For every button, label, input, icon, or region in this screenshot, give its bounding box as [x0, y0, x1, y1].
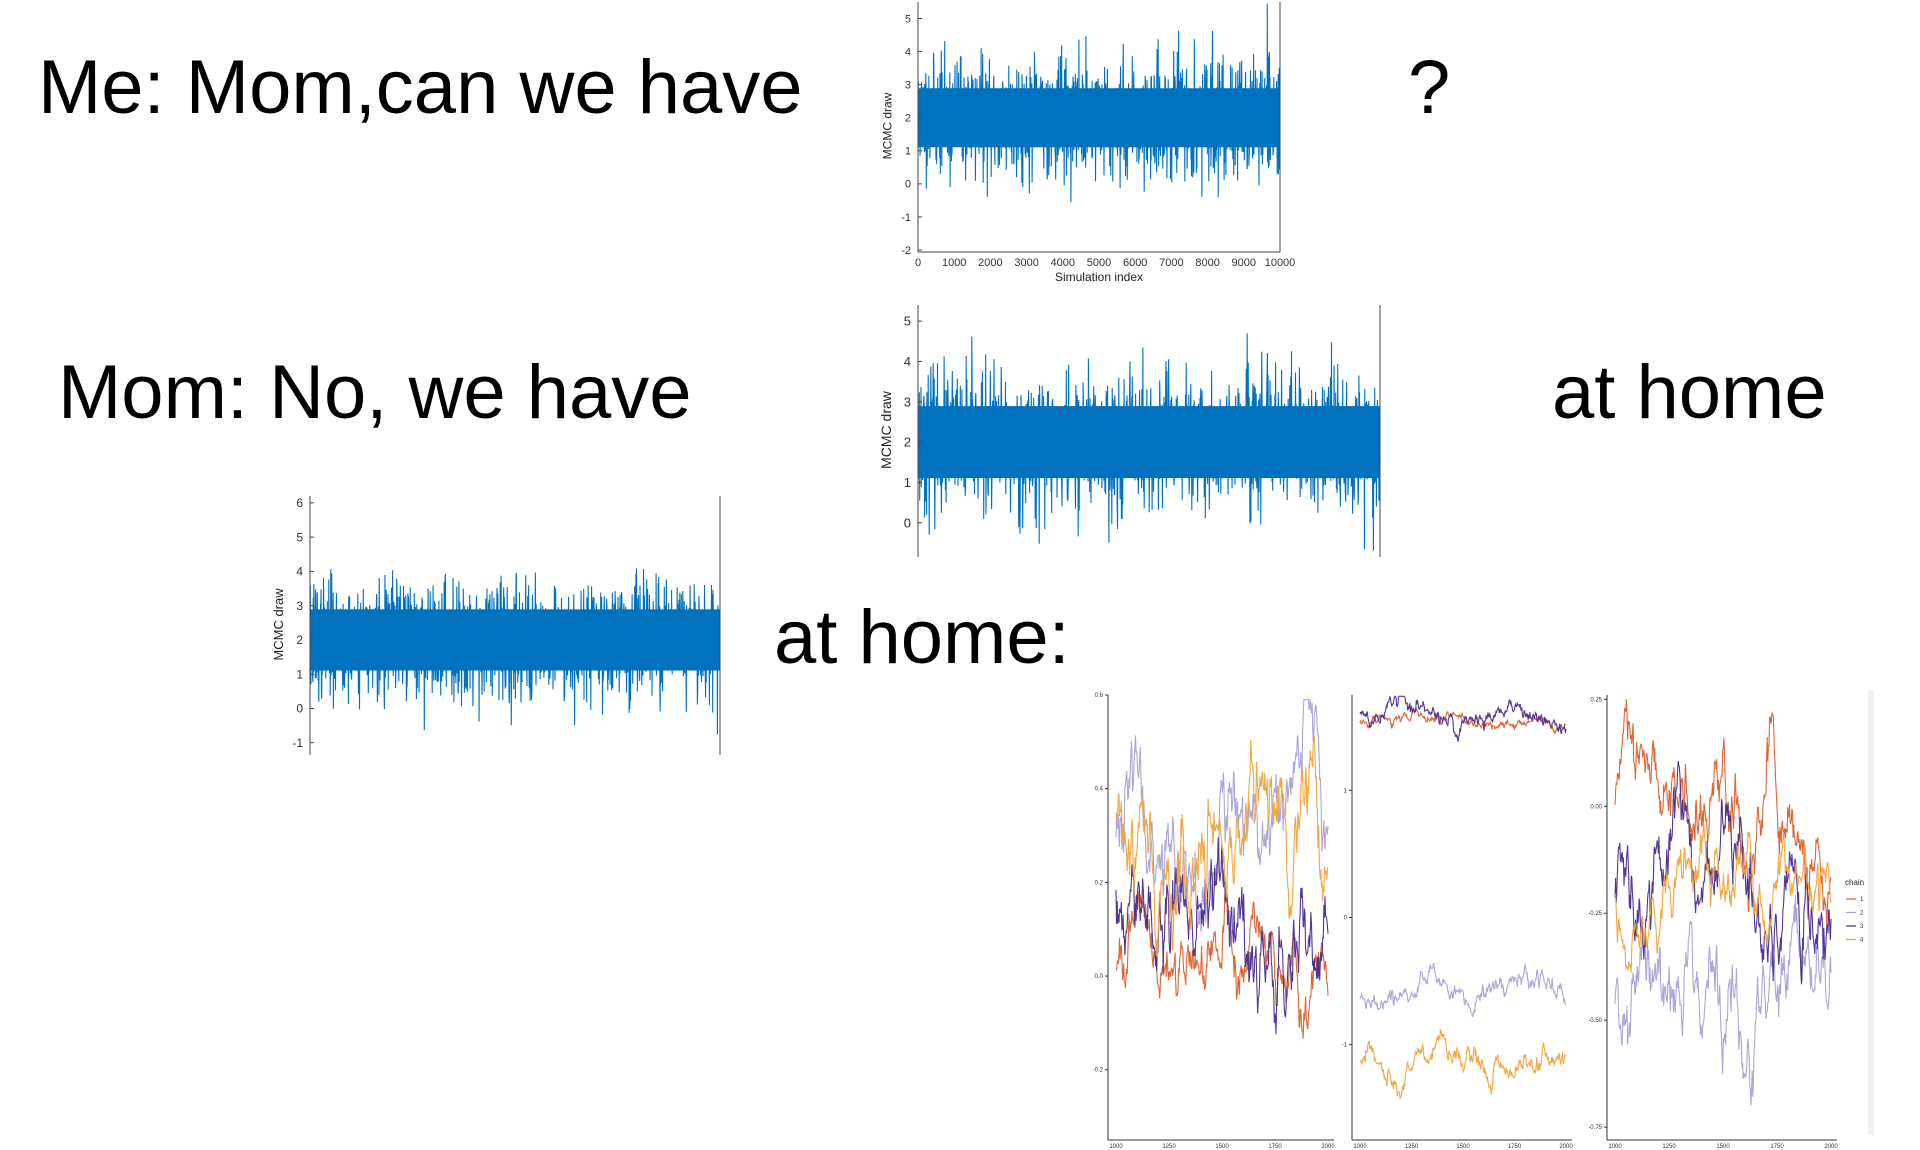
- trace-plot-middle: 0 1 2 3 4 5 MCMC draw: [878, 305, 1381, 557]
- multichain-panel-2: -1 0 1 1000 1250 1500 1750 2000: [1342, 695, 1573, 1150]
- y-axis-label: MCMC draw: [878, 390, 894, 469]
- chain-2-line: [1614, 894, 1832, 1106]
- trace-plot-left: -1 0 1 2 3 4 5 6 MCMC draw: [271, 496, 721, 755]
- caption-question-mark: ?: [1408, 45, 1451, 130]
- y-tick-label: 0.00: [1590, 804, 1602, 810]
- x-tick-label: 1500: [1716, 1144, 1730, 1150]
- caption-at-home: at home: [1552, 350, 1827, 435]
- x-tick-label: 2000: [978, 257, 1002, 269]
- y-tick-label: 1: [904, 475, 911, 490]
- y-tick-label: -2: [901, 245, 911, 257]
- y-axis-label: MCMC draw: [271, 588, 286, 661]
- x-tick-label: 4000: [1051, 257, 1075, 269]
- y-tick-label: 1: [1344, 788, 1348, 794]
- chain-3-line: [1359, 695, 1567, 742]
- chain-1-line: [1614, 699, 1832, 925]
- y-tick-label: -0.50: [1588, 1018, 1602, 1024]
- x-tick-label: 1000: [1109, 1144, 1123, 1150]
- y-tick-label: 4: [905, 46, 911, 58]
- caption-mom-no-we-have: Mom: No, we have: [58, 350, 692, 435]
- y-tick-label: -1: [901, 212, 911, 224]
- y-tick-label: 4: [904, 354, 911, 369]
- y-tick-label: -1: [292, 736, 303, 750]
- trace-density-band: [918, 88, 1280, 148]
- y-tick-label: 5: [904, 314, 911, 329]
- x-tick-label: 7000: [1159, 257, 1183, 269]
- y-tick-label: -0.2: [1093, 1068, 1104, 1074]
- x-tick-label: 1000: [1608, 1144, 1622, 1150]
- trace-density-band: [918, 406, 1380, 479]
- y-tick-label: 5: [905, 13, 911, 25]
- x-tick-label: 3000: [1014, 257, 1038, 269]
- caption-at-home-colon: at home:: [774, 595, 1070, 680]
- y-tick-label: 0: [904, 515, 911, 530]
- legend-label-3: 3: [1860, 924, 1864, 930]
- chain-2-line: [1359, 962, 1567, 1018]
- x-tick-label: 1500: [1456, 1144, 1470, 1150]
- y-tick-label: 4: [296, 565, 303, 579]
- x-tick-label: 2000: [1559, 1144, 1573, 1150]
- chain-2-line: [1115, 699, 1329, 932]
- y-tick-label: 2: [296, 633, 303, 647]
- chain-3-line: [1115, 837, 1329, 1035]
- y-tick-label: 0: [296, 702, 303, 716]
- y-tick-label: 0: [905, 179, 911, 191]
- y-tick-label: 6: [296, 496, 303, 510]
- y-tick-label: 3: [296, 599, 303, 613]
- x-tick-label: 5000: [1087, 257, 1111, 269]
- y-tick-label: 1: [905, 146, 911, 158]
- y-tick-label: 2: [905, 113, 911, 125]
- chain-1-line: [1359, 707, 1567, 735]
- y-tick-label: 3: [905, 80, 911, 92]
- chain-4-line: [1359, 1028, 1567, 1100]
- y-tick-label: 1: [296, 667, 303, 681]
- chain-4-line: [1614, 821, 1832, 973]
- x-tick-label: 10000: [1265, 257, 1296, 269]
- x-tick-label: 0: [915, 257, 921, 269]
- y-tick-label: -0.75: [1588, 1125, 1602, 1131]
- legend-title: chain: [1845, 878, 1864, 887]
- trace-plot-top: -2 -1 0 1 2 3 4 5 0 1000 2000 3000 4000 5000 6000 7000 8…: [881, 2, 1295, 284]
- x-tick-label: 1000: [1353, 1144, 1367, 1150]
- y-tick-label: 5: [296, 530, 303, 544]
- x-tick-label: 1250: [1662, 1144, 1676, 1150]
- y-tick-label: -0.25: [1588, 911, 1602, 917]
- chain-3-line: [1614, 761, 1832, 985]
- y-tick-label: 0.0: [1095, 974, 1104, 980]
- x-tick-label: 1250: [1162, 1144, 1176, 1150]
- y-tick-label: 0.4: [1095, 787, 1104, 793]
- y-axis-label: MCMC draw: [881, 92, 895, 159]
- x-tick-label: 6000: [1123, 257, 1147, 269]
- legend-label-4: 4: [1860, 938, 1864, 944]
- x-axis-label: Simulation index: [1055, 270, 1143, 284]
- x-tick-label: 2000: [1824, 1144, 1838, 1150]
- legend-label-1: 1: [1860, 897, 1864, 903]
- x-tick-label: 8000: [1195, 257, 1219, 269]
- panel-edge-shadow: [1868, 690, 1874, 1135]
- y-tick-label: 2: [904, 435, 911, 450]
- x-tick-label: 1250: [1405, 1144, 1419, 1150]
- caption-me-mom-can-we-have: Me: Mom,can we have: [38, 45, 803, 130]
- x-tick-label: 1000: [942, 257, 966, 269]
- y-tick-label: 0.2: [1095, 880, 1104, 886]
- x-tick-label: 1750: [1508, 1144, 1522, 1150]
- x-tick-label: 1750: [1770, 1144, 1784, 1150]
- x-tick-label: 9000: [1232, 257, 1256, 269]
- x-tick-label: 1500: [1215, 1144, 1229, 1150]
- legend-label-2: 2: [1860, 911, 1864, 917]
- chain-legend: chain 1 2 3 4: [1845, 878, 1864, 944]
- y-tick-label: 3: [904, 394, 911, 409]
- trace-density-band: [310, 609, 720, 671]
- x-tick-label: 1750: [1268, 1144, 1282, 1150]
- multichain-panel-3: -0.75 -0.50 -0.25 0.00 0.25 1000 1250 1500 1750 2…: [1588, 695, 1864, 1150]
- y-tick-label: 0.6: [1095, 693, 1104, 699]
- y-tick-label: 0: [1344, 916, 1348, 922]
- y-tick-label: 0.25: [1590, 697, 1602, 703]
- chain-4-line: [1115, 736, 1329, 958]
- y-tick-label: -1: [1342, 1043, 1348, 1049]
